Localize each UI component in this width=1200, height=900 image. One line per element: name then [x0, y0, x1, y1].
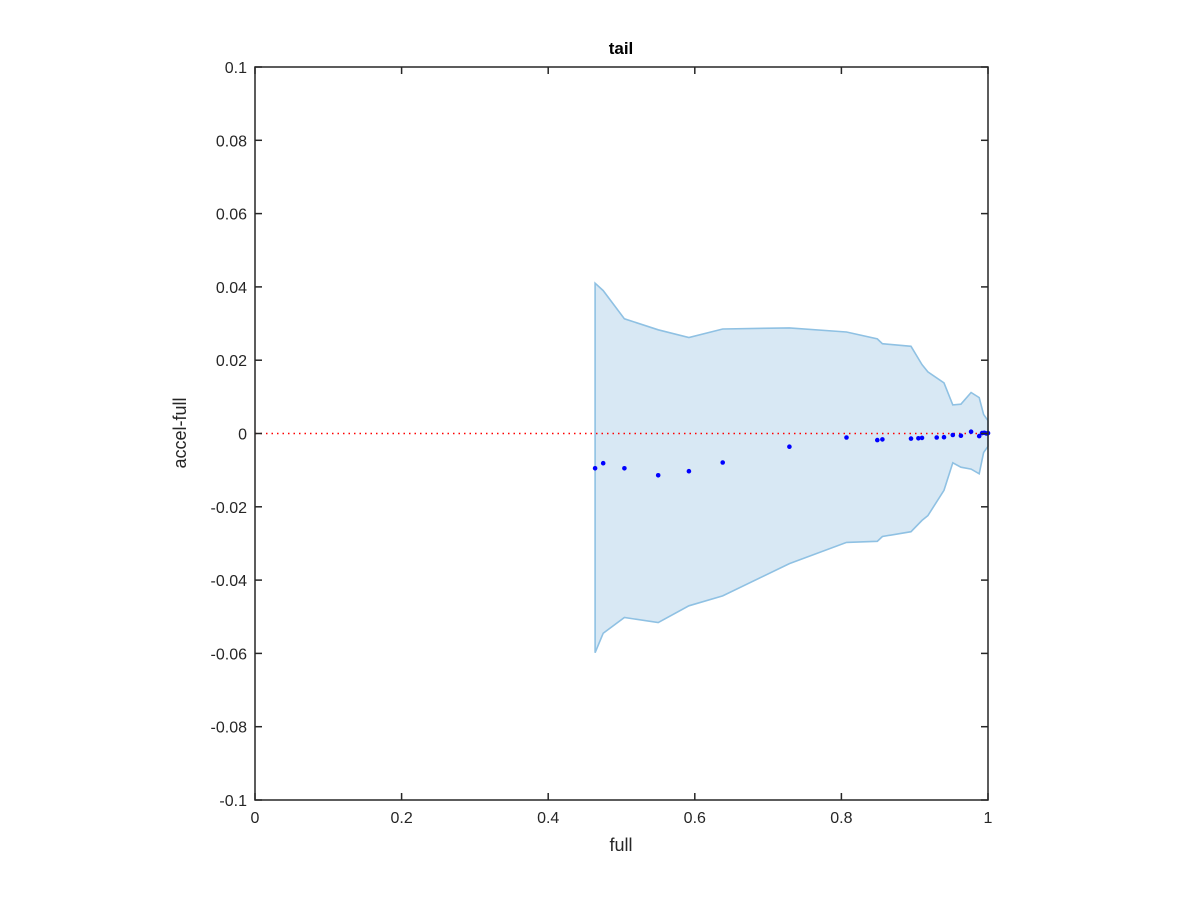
y-axis-ticks: 0.1 0.08 0.06 0.04 0.02 0 -0.02 -0.04 -0.06 -0.08… [211, 60, 988, 810]
x-tick-label: 0.8 [830, 810, 852, 827]
x-tick-label: 1 [984, 810, 993, 827]
data-point [600, 460, 606, 466]
data-point [655, 473, 661, 478]
data-point [880, 437, 885, 442]
data-point [720, 460, 725, 465]
y-tick-label: 0.02 [216, 353, 247, 370]
data-point [908, 436, 914, 441]
data-point [934, 435, 939, 440]
data-point [875, 437, 880, 443]
data-point [916, 436, 921, 441]
data-point [686, 468, 692, 474]
y-tick-label: -0.06 [211, 646, 248, 663]
chart-title: tail [609, 39, 634, 58]
data-point [976, 433, 982, 439]
data-point [622, 466, 627, 471]
y-tick-label: -0.08 [211, 720, 248, 737]
data-point [968, 429, 974, 435]
x-tick-label: 0.6 [684, 810, 706, 827]
data-point [919, 435, 925, 441]
y-tick-label: 0.04 [216, 280, 247, 297]
y-tick-label: 0.1 [225, 60, 247, 77]
data-point [592, 466, 598, 471]
data-point [844, 435, 849, 440]
y-tick-label: -0.04 [211, 573, 248, 590]
y-tick-label: 0.06 [216, 207, 247, 224]
x-tick-label: 0 [251, 810, 260, 827]
y-tick-label: 0.08 [216, 133, 247, 150]
data-point [787, 444, 792, 450]
data-point [941, 434, 947, 440]
y-tick-label: -0.02 [211, 500, 248, 517]
x-tick-label: 0.4 [537, 810, 559, 827]
data-point [950, 432, 956, 438]
y-tick-label: -0.1 [219, 793, 247, 810]
x-tick-label: 0.2 [390, 810, 412, 827]
x-axis-ticks: 0 0.2 0.4 0.6 0.8 1 [251, 67, 993, 827]
x-axis-label: full [609, 835, 632, 855]
y-tick-label: 0 [238, 427, 247, 444]
y-axis-label: accel-full [170, 397, 190, 468]
data-point [958, 433, 964, 439]
